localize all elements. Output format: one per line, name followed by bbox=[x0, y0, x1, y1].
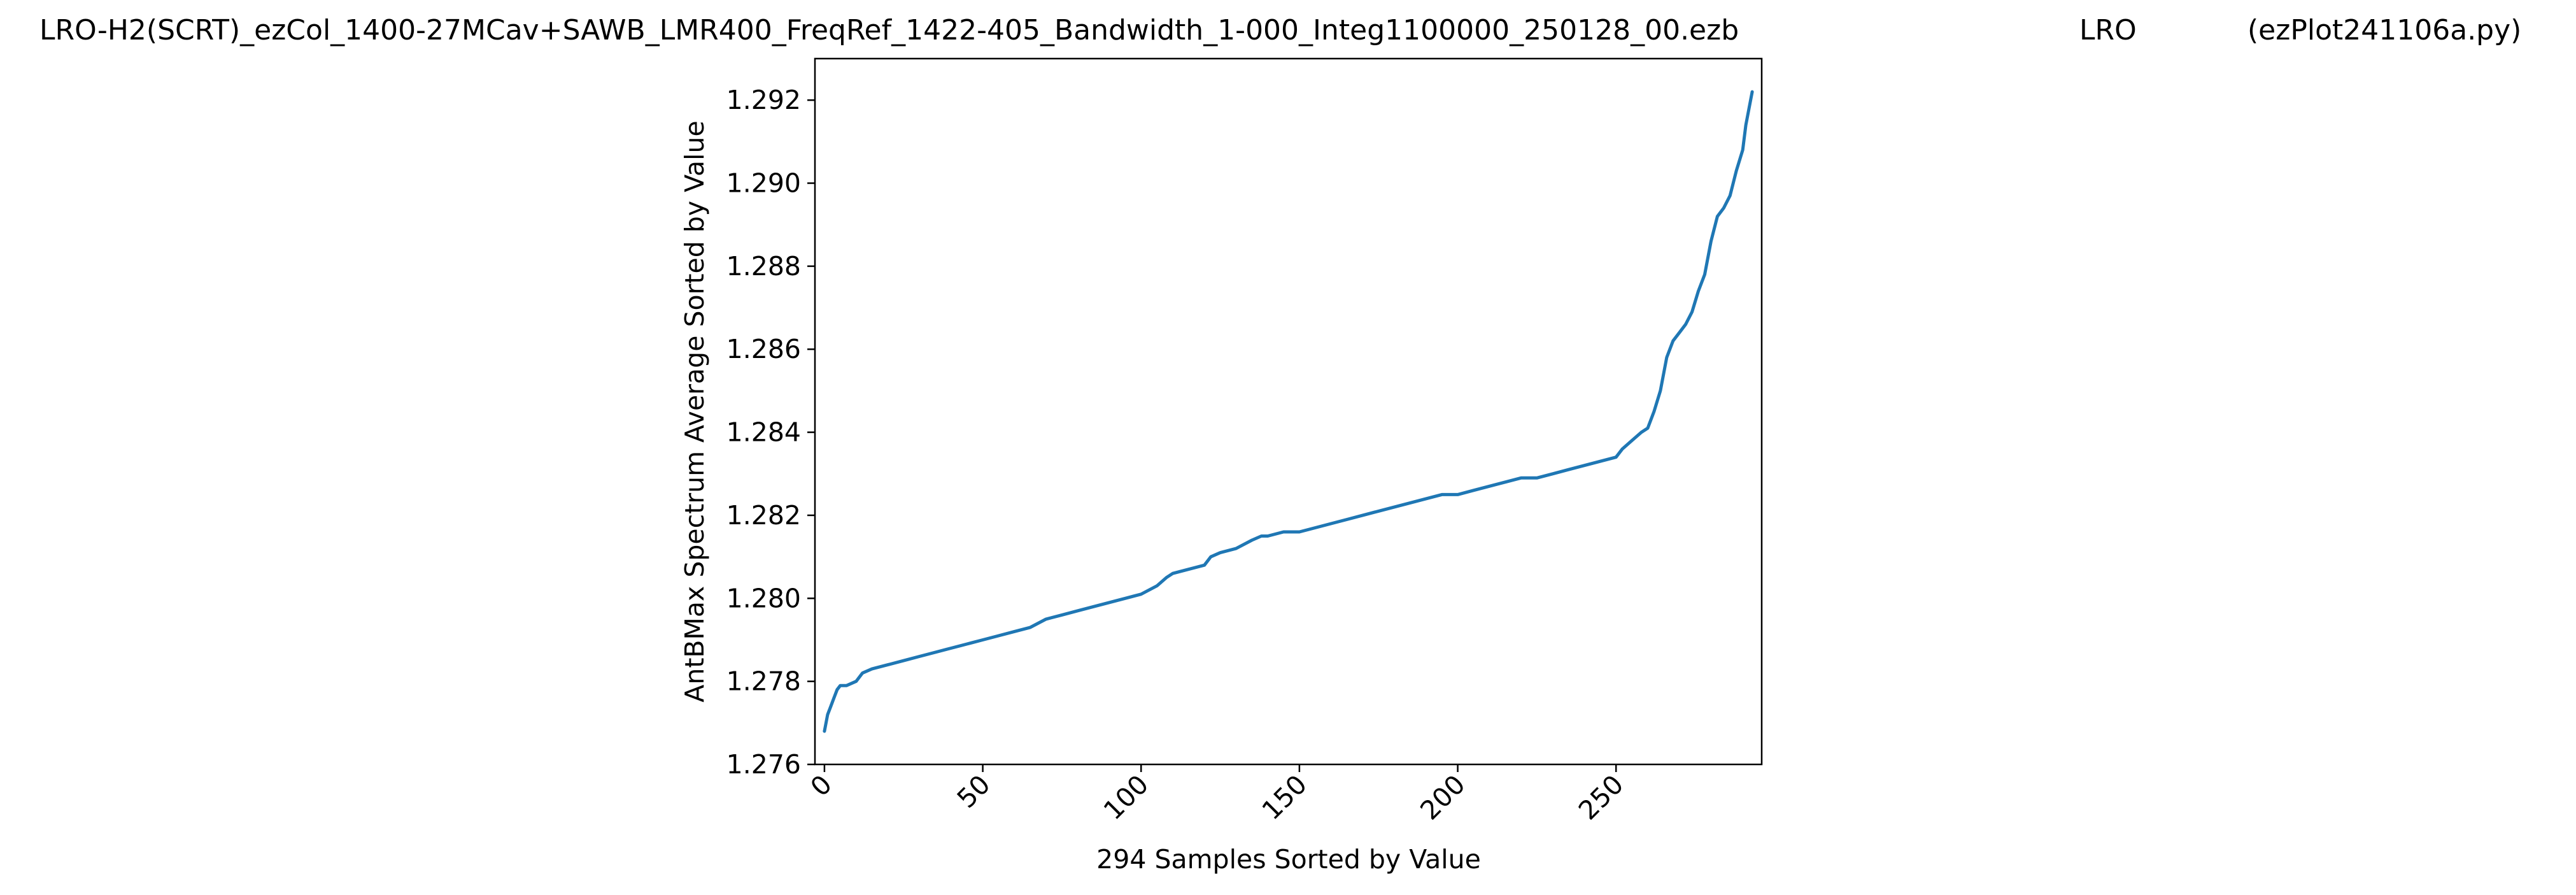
x-tick-label: 150 bbox=[1256, 769, 1313, 826]
x-axis-ticks: 0 50 100 150 200 250 bbox=[805, 764, 1629, 826]
figure-header: LRO-H2(SCRT)_ezCol_1400-27MCav+SAWB_LMR4… bbox=[39, 14, 2521, 47]
x-tick-label: 200 bbox=[1414, 769, 1471, 826]
y-tick-label: 1.282 bbox=[726, 500, 801, 531]
y-axis-label: AntBMax Spectrum Average Sorted by Value bbox=[679, 120, 710, 702]
series-line bbox=[823, 90, 1754, 733]
plot-frame bbox=[814, 57, 1763, 766]
y-tick-label: 1.280 bbox=[726, 583, 801, 613]
y-tick-label: 1.276 bbox=[726, 749, 801, 780]
y-tick-label: 1.290 bbox=[726, 168, 801, 199]
x-tick-label: 50 bbox=[951, 769, 996, 814]
y-tick-label: 1.292 bbox=[726, 85, 801, 115]
x-tick-label: 100 bbox=[1098, 769, 1154, 826]
header-site: LRO bbox=[2079, 14, 2137, 47]
header-program: (ezPlot241106a.py) bbox=[2247, 14, 2521, 47]
plot-area: 0 50 100 150 200 250 1.276 1.278 1.280 1.282 1.28… bbox=[726, 57, 1763, 826]
x-tick-label: 250 bbox=[1573, 769, 1629, 826]
x-tick-label: 0 bbox=[805, 769, 838, 802]
header-filename: LRO-H2(SCRT)_ezCol_1400-27MCav+SAWB_LMR4… bbox=[39, 14, 1739, 47]
y-tick-label: 1.288 bbox=[726, 251, 801, 282]
y-tick-label: 1.284 bbox=[726, 417, 801, 448]
x-axis-label: 294 Samples Sorted by Value bbox=[1096, 844, 1481, 875]
y-tick-label: 1.286 bbox=[726, 334, 801, 364]
y-axis-ticks: 1.276 1.278 1.280 1.282 1.284 1.286 1.288 1.290… bbox=[726, 85, 815, 780]
y-tick-label: 1.278 bbox=[726, 666, 801, 697]
